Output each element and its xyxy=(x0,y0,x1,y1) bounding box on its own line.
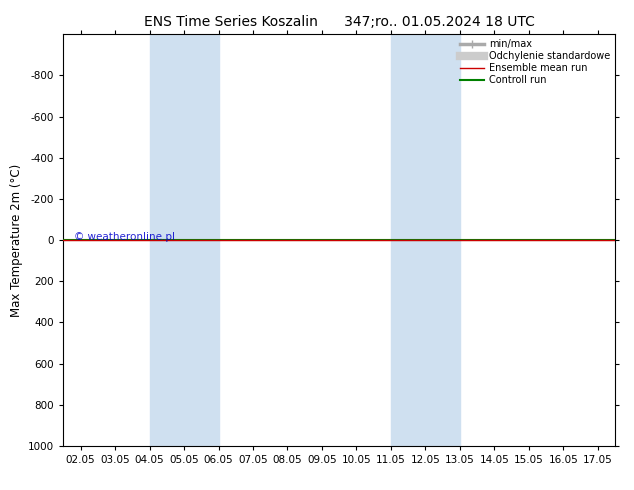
Legend: min/max, Odchylenie standardowe, Ensemble mean run, Controll run: min/max, Odchylenie standardowe, Ensembl… xyxy=(458,37,612,87)
Text: © weatheronline.pl: © weatheronline.pl xyxy=(74,232,176,242)
Y-axis label: Max Temperature 2m (°C): Max Temperature 2m (°C) xyxy=(10,164,23,317)
Bar xyxy=(391,34,460,446)
Bar xyxy=(150,34,219,446)
Title: ENS Time Series Koszalin      347;ro.. 01.05.2024 18 UTC: ENS Time Series Koszalin 347;ro.. 01.05.… xyxy=(144,15,534,29)
